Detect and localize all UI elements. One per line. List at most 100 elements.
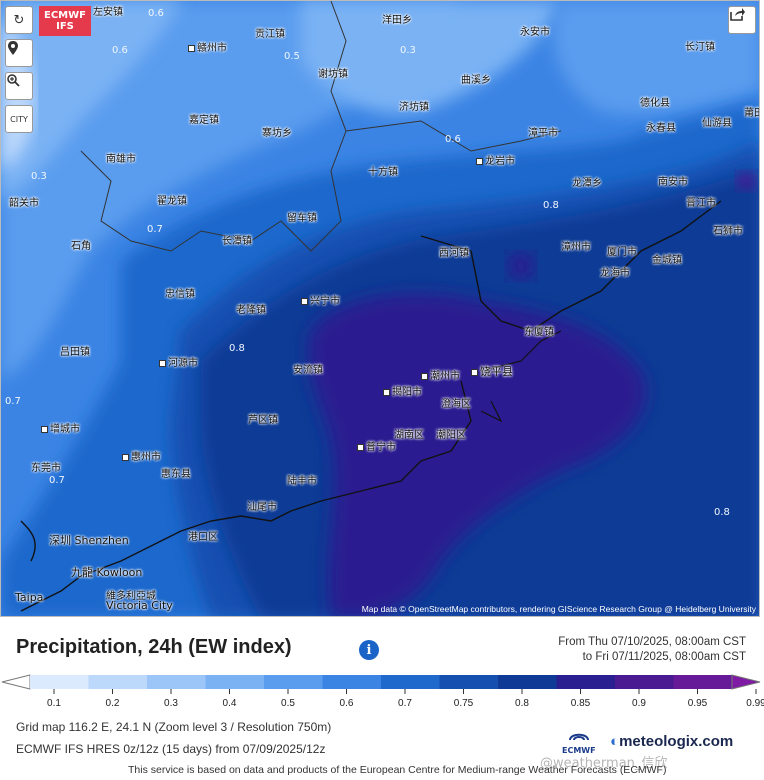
place-label: 安流镇 bbox=[293, 365, 323, 376]
color-scale-bar bbox=[1, 674, 761, 694]
scale-tick-label: 0.75 bbox=[453, 698, 474, 709]
page-title: Precipitation, 24h (EW index) bbox=[16, 636, 292, 658]
place-label: 寨坊乡 bbox=[262, 128, 292, 139]
place-label: 澄海区 bbox=[441, 399, 471, 410]
place-label: 維多利亞城 bbox=[106, 591, 156, 602]
contour-label: 0.7 bbox=[147, 224, 163, 235]
ecmwf-logo-text: ECMWF bbox=[562, 746, 596, 755]
place-label: 深圳 Shenzhen bbox=[49, 534, 129, 547]
model-info: ECMWF IFS HRES 0z/12z (15 days) from 07/… bbox=[16, 742, 326, 756]
place-label: 惠州市 bbox=[122, 448, 161, 463]
place-label: 仙游县 bbox=[702, 118, 732, 129]
zoom-search-icon[interactable] bbox=[5, 72, 33, 100]
place-label: 龙海市 bbox=[600, 268, 630, 279]
scale-tick-label: 0.5 bbox=[281, 698, 295, 709]
brand-line-1: ECMWF bbox=[44, 10, 86, 21]
scale-tick-label: 0.9 bbox=[632, 698, 646, 709]
scale-swatch bbox=[264, 675, 323, 689]
place-label: 长潭镇 bbox=[222, 236, 252, 247]
place-label: 芦区镇 bbox=[248, 415, 278, 426]
place-label: 惠东县 bbox=[161, 469, 191, 480]
scale-tick-label: 0.2 bbox=[105, 698, 120, 709]
scale-swatch bbox=[322, 675, 382, 689]
place-label: 饶平县 bbox=[471, 363, 513, 379]
refresh-icon[interactable]: ↻ bbox=[5, 6, 33, 34]
place-label: 德化县 bbox=[640, 98, 670, 109]
valid-to: to Fri 07/11/2025, 08:00am CST bbox=[582, 651, 746, 663]
place-label: 金城镇 bbox=[652, 255, 682, 266]
place-label: 忠信镇 bbox=[165, 289, 195, 300]
place-label: 长汀镇 bbox=[685, 42, 715, 53]
place-label: 增城市 bbox=[41, 420, 80, 435]
contour-label: 0.6 bbox=[112, 45, 128, 56]
place-label: 留车镇 bbox=[287, 213, 317, 224]
scale-swatch bbox=[673, 675, 733, 689]
place-label: 汕尾市 bbox=[247, 502, 277, 513]
contour-label: 0.7 bbox=[5, 396, 21, 407]
place-label: 翟龙镇 bbox=[157, 196, 187, 207]
place-label: 河源市 bbox=[159, 354, 198, 369]
contour-label: 0.8 bbox=[229, 343, 245, 354]
scale-swatch bbox=[88, 675, 148, 689]
place-label: 济坊镇 bbox=[399, 102, 429, 113]
place-label: 莆田 bbox=[744, 108, 759, 119]
scale-swatch bbox=[30, 675, 89, 689]
scale-tick-label: 0.99 bbox=[746, 698, 764, 709]
place-label: 南雄市 bbox=[106, 154, 136, 165]
scale-tick-label: 0.1 bbox=[47, 698, 61, 709]
place-label: 永安市 bbox=[520, 27, 550, 38]
place-label: 湖南区 bbox=[394, 430, 424, 441]
scale-tick-label: 0.95 bbox=[687, 698, 708, 709]
location-pin-icon[interactable] bbox=[5, 39, 33, 67]
place-label: 漳州市 bbox=[561, 242, 591, 253]
place-label: 洋田乡 bbox=[382, 15, 412, 26]
place-label: 龙岩市 bbox=[476, 152, 515, 167]
place-label: Taipa bbox=[15, 591, 44, 604]
place-label: Victoria City bbox=[106, 599, 173, 612]
place-label: 龙潭乡 bbox=[572, 178, 602, 189]
place-label: 东莞市 bbox=[31, 463, 61, 474]
scale-swatch bbox=[439, 675, 499, 689]
place-label: 赣州市 bbox=[188, 39, 227, 54]
place-label: 南安市 bbox=[658, 177, 688, 188]
place-label: 揭阳市 bbox=[383, 383, 422, 398]
contour-label: 0.6 bbox=[148, 8, 164, 19]
scale-tick-label: 0.85 bbox=[570, 698, 591, 709]
place-label: 石角 bbox=[71, 241, 91, 252]
disclaimer: This service is based on data and produc… bbox=[128, 764, 667, 776]
place-label: 石狮市 bbox=[713, 226, 743, 237]
place-label: 韶关市 bbox=[9, 198, 39, 209]
scale-tick-label: 0.3 bbox=[164, 698, 178, 709]
scale-swatch bbox=[615, 675, 674, 689]
place-label: 九龍 Kowloon bbox=[71, 566, 143, 579]
place-label: 贡江镇 bbox=[255, 29, 285, 40]
meteologix-logo-text: meteologix.com bbox=[619, 733, 734, 750]
place-label: 永春县 bbox=[646, 123, 676, 134]
meteologix-logo[interactable]: ◐meteologix.com bbox=[610, 733, 734, 750]
ecmwf-logo[interactable]: ECMWF bbox=[562, 730, 596, 755]
city-toggle-button[interactable]: CITY bbox=[5, 105, 33, 133]
place-label: 普宁市 bbox=[357, 438, 396, 453]
scale-swatch bbox=[381, 675, 440, 689]
contour-label: 0.6 bbox=[445, 134, 461, 145]
valid-from: From Thu 07/10/2025, 08:00am CST bbox=[558, 636, 746, 648]
place-label: 西河镇 bbox=[439, 248, 469, 259]
place-label: 东厦镇 bbox=[524, 327, 554, 338]
scale-arrow-high bbox=[731, 674, 761, 690]
place-label: 嘉定镇 bbox=[189, 115, 219, 126]
info-icon[interactable]: i bbox=[359, 640, 379, 660]
place-label: 兴宁市 bbox=[301, 292, 340, 307]
place-label: 谢坊镇 bbox=[318, 69, 348, 80]
city-toggle-label: CITY bbox=[10, 114, 28, 124]
place-label: 潮阳区 bbox=[436, 430, 466, 441]
place-label: 左安镇 bbox=[93, 7, 123, 18]
precipitation-map[interactable]: 0.6 0.6 0.5 0.3 0.6 0.3 0.7 0.8 0.8 0.7 … bbox=[0, 0, 760, 617]
place-label: 厦门市 bbox=[607, 247, 637, 258]
scale-tick-label: 0.4 bbox=[222, 698, 237, 709]
share-icon[interactable] bbox=[728, 6, 756, 34]
ecmwf-ifs-model-badge[interactable]: ECMWF IFS bbox=[39, 6, 91, 36]
place-label: 吕田镇 bbox=[60, 347, 90, 358]
place-label: 晋江市 bbox=[686, 198, 716, 209]
scale-swatch bbox=[147, 675, 206, 689]
map-canvas bbox=[1, 1, 759, 616]
